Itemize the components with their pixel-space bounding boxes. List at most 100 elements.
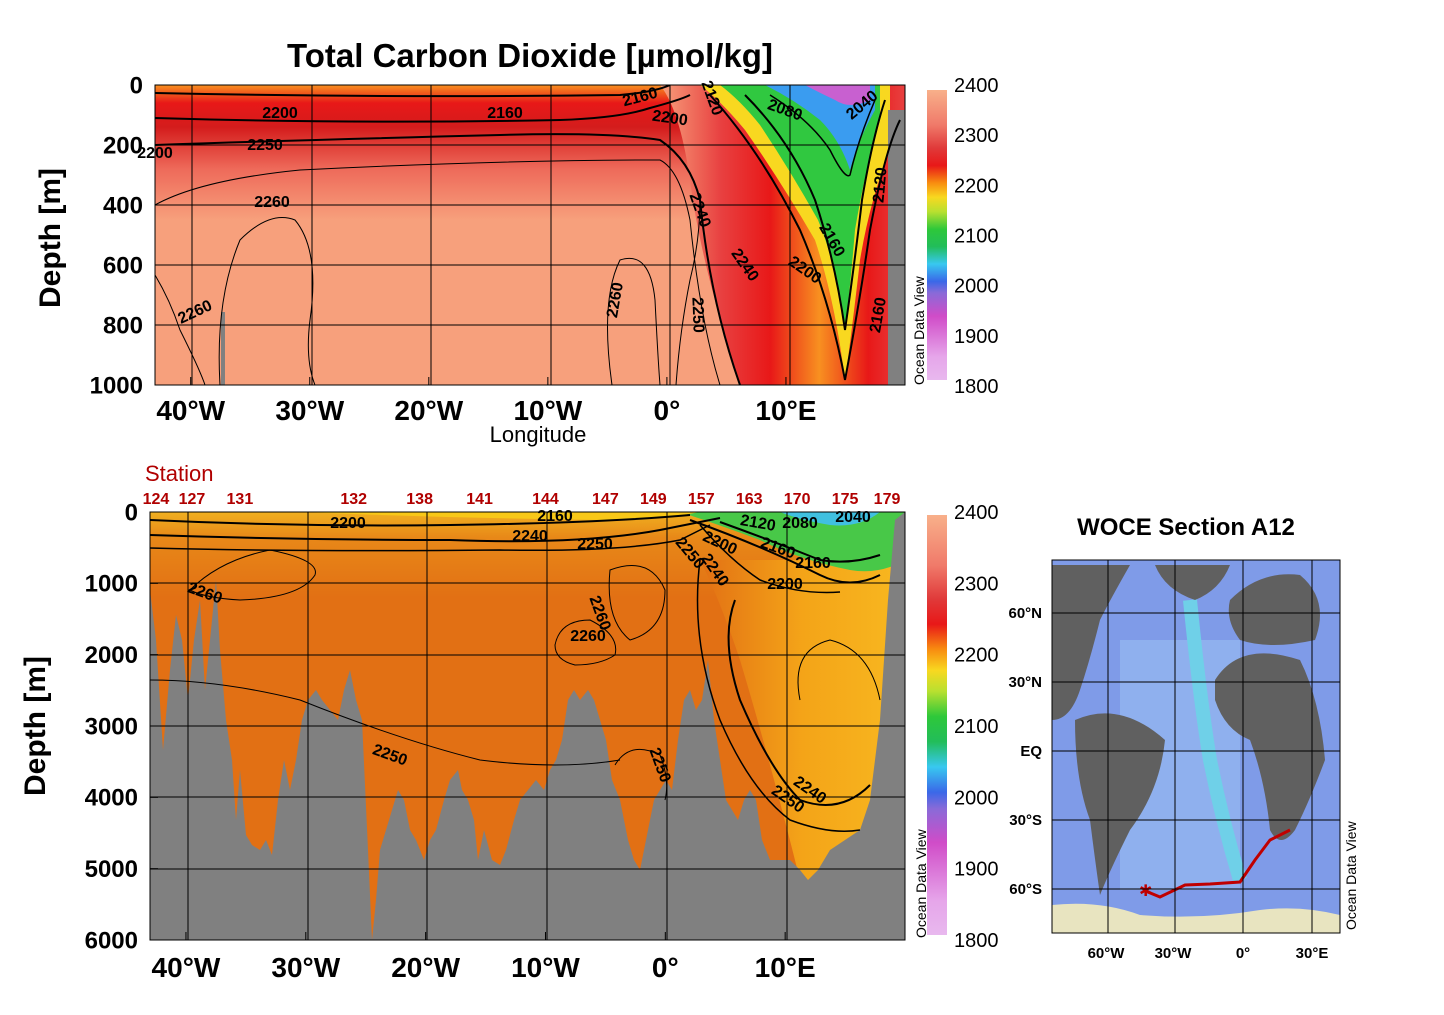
map-lon-label: 30°E [1296,945,1329,962]
map-lon-label: 0° [1236,945,1250,962]
station-label: 124 [143,491,170,508]
lower-watermark: Ocean Data View [913,828,929,938]
map-greenland [1155,565,1230,600]
y-tick-label: 0 [130,72,143,99]
x-tick-label: 0° [652,952,679,983]
x-tick-label: 10°W [513,395,582,426]
station-label: 149 [640,491,667,508]
station-header: Station [145,461,214,486]
contour-label: 2200 [262,105,298,122]
contour-label: 2250 [688,297,706,333]
contour-label: 2260 [570,628,606,645]
map-track [1142,828,1291,899]
contour-label: 2250 [247,137,283,154]
lower-colorbar-ticks: 2400 2300 2200 2100 2000 1900 1800 [954,502,999,952]
y-tick-label: 5000 [85,856,138,883]
upper-x-axis-label: Longitude [490,422,587,447]
x-tick-label: 20°W [394,395,463,426]
lower-surface-yellow [300,512,700,521]
lower-y-ticks: 0 1000 2000 3000 4000 5000 6000 [85,499,158,954]
contour-label: 2160 [487,105,523,122]
upper-grid [155,85,905,385]
map-start-marker: ✱ [1139,883,1152,900]
inset-map: ✱ [1052,560,1340,933]
x-tick-label: 0° [654,395,681,426]
map-north-america [1052,565,1130,720]
lower-y-axis-label: Depth [m] [19,656,52,796]
colorbar-tick-label: 1900 [954,859,999,881]
upper-section-plot [155,85,905,385]
map-title: WOCE Section A12 [1077,514,1295,541]
contour-label: 2260 [604,281,627,319]
map-south-america [1075,713,1165,895]
y-tick-label: 800 [103,312,143,339]
upper-watermark: Ocean Data View [911,275,927,385]
lower-section-plot [150,512,905,940]
colorbar-tick-label: 2200 [954,645,999,667]
y-tick-label: 1000 [90,372,143,399]
chart-title: Total Carbon Dioxide [µmol/kg] [287,37,773,74]
upper-y-axis-label: Depth [m] [34,168,67,308]
contour-label: 2080 [782,515,818,532]
y-tick-label: 400 [103,192,143,219]
y-tick-label: 3000 [85,713,138,740]
station-label: 127 [179,491,206,508]
y-tick-label: 1000 [85,571,138,598]
map-lon-label: 30°W [1155,945,1193,962]
map-latitude-labels: 60°N 30°N EQ 30°S 60°S [1008,605,1042,898]
y-tick-label: 2000 [85,642,138,669]
station-label: 157 [688,491,715,508]
colorbar-tick-label: 2100 [954,226,999,248]
x-tick-label: 10°E [755,395,816,426]
map-lat-label: 30°N [1008,674,1042,691]
y-tick-label: 4000 [85,785,138,812]
map-europe [1228,574,1320,645]
colorbar-tick-label: 2200 [954,175,999,197]
x-tick-label: 40°W [156,395,225,426]
lower-grid [150,512,905,940]
contour-label: 2120 [739,512,777,535]
contour-label: 2200 [137,145,173,162]
station-label: 147 [592,491,619,508]
colorbar-tick-label: 2000 [954,787,999,809]
map-frame [1051,559,1341,934]
upper-y-ticks: 0 200 400 600 800 1000 [90,72,163,399]
contour-label: 2160 [795,555,831,572]
contour-label: 2260 [254,194,290,211]
station-label: 132 [340,491,367,508]
colorbar-tick-label: 2100 [954,716,999,738]
station-labels: 124 127 131 132 138 141 144 147 149 157 163 170 175 1… [143,491,901,508]
contour-label: 2240 [512,528,548,545]
lower-x-ticks: 40°W 30°W 20°W 10°W 0° 10°E [152,932,816,983]
contour-label: 2160 [537,508,573,525]
contour-label: 2160 [867,296,890,334]
station-label: 141 [466,491,493,508]
station-label: 179 [874,491,901,508]
contour-label: 2200 [767,576,803,593]
colorbar-tick-label: 1800 [954,930,999,952]
y-tick-label: 0 [125,499,138,526]
map-lat-label: 60°N [1008,605,1042,622]
x-tick-label: 40°W [152,952,221,983]
contour-label: 2250 [577,536,613,553]
colorbar-tick-label: 2300 [954,125,999,147]
upper-purple-core [805,85,870,105]
x-tick-label: 10°W [511,952,580,983]
contour-label: 2120 [870,166,890,203]
map-antarctica [1052,903,1340,933]
contour-label: 2200 [651,108,689,130]
map-watermark: Ocean Data View [1343,820,1359,930]
lower-seafloor [150,512,905,940]
colorbar-tick-label: 1800 [954,376,999,398]
x-tick-label: 10°E [755,952,816,983]
station-label: 138 [406,491,433,508]
map-ridge [1183,599,1247,883]
upper-blue-core [765,85,875,170]
map-lat-label: EQ [1020,743,1042,760]
station-label: 163 [736,491,763,508]
upper-plot-frame [154,84,906,386]
map-lon-label: 60°W [1088,945,1126,962]
colorbar-tick-label: 2400 [954,75,999,97]
station-label: 170 [784,491,811,508]
x-tick-label: 20°W [391,952,460,983]
